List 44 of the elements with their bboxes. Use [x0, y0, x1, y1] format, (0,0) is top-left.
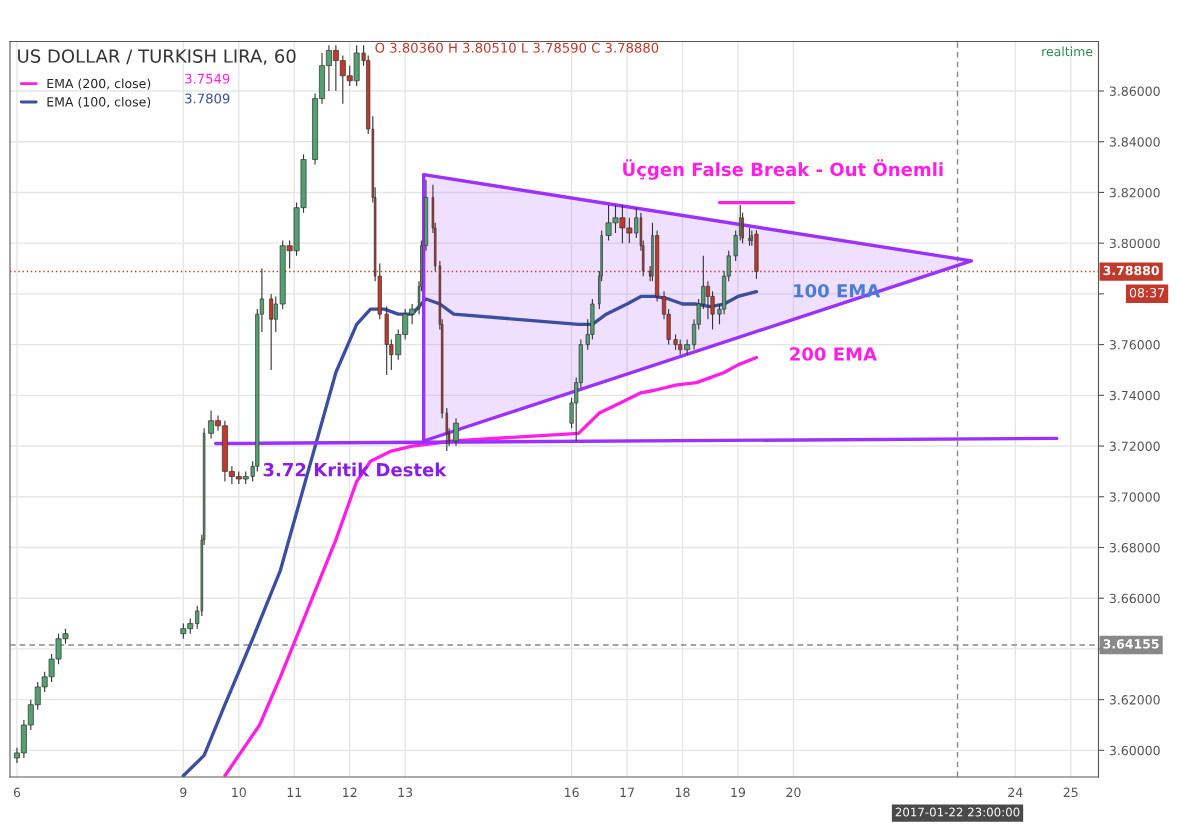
x-tick-label: 25 — [1063, 787, 1078, 798]
annotation: 100 EMA — [794, 283, 881, 298]
chart-title: US DOLLAR / TURKISH LIRA, 60 — [18, 49, 296, 65]
annotation: O 3.80360 H 3.80510 L 3.78590 C 3.78880 — [375, 42, 659, 53]
y-tick-label: 3.68000 — [1109, 542, 1160, 553]
legend-label: EMA (200, close) — [47, 78, 151, 90]
x-tick-label: 12 — [343, 787, 357, 797]
x-tick-label: 24 — [1008, 787, 1023, 797]
x-tick-label: 13 — [398, 787, 413, 798]
y-tick-label: 3.60000 — [1109, 745, 1160, 756]
y-tick-label: 3.62000 — [1109, 695, 1160, 705]
y-tick-label: 3.76000 — [1109, 340, 1160, 350]
ref-line-label: 2017-01-22 23:00:00 — [895, 807, 1020, 817]
annotation: 3.7809 — [185, 93, 230, 104]
y-tick-label: 3.80000 — [1109, 238, 1160, 249]
x-tick-label: 17 — [620, 787, 634, 797]
candlestick — [453, 417, 459, 447]
text: 08:37 — [1129, 287, 1164, 298]
x-tick-label: 11 — [287, 787, 302, 797]
annotation: 3.7549 — [185, 73, 230, 84]
ref-line-label: 3.78880 — [1103, 265, 1159, 276]
annotation: 200 EMA — [790, 347, 877, 361]
x-tick-label: 6 — [13, 787, 21, 798]
ref-line-label: 3.64155 — [1103, 639, 1159, 649]
y-tick-label: 3.72000 — [1109, 441, 1160, 451]
x-tick-label: 9 — [180, 787, 187, 798]
candlestick — [269, 293, 274, 371]
y-tick-label: 3.66000 — [1109, 593, 1160, 604]
annotation: Üçgen False Break - Out Önemli — [623, 159, 943, 180]
x-tick-label: 20 — [786, 787, 801, 798]
line-series — [223, 355, 759, 777]
candlestick — [705, 280, 711, 320]
y-tick-label: 3.70000 — [1109, 492, 1160, 502]
x-tick-label: 18 — [675, 787, 690, 798]
line-series — [181, 289, 759, 777]
x-tick-label: 19 — [731, 787, 746, 798]
legend-label: EMA (100, close) — [47, 96, 151, 109]
x-tick-label: 16 — [565, 787, 579, 798]
y-tick-label: 3.86000 — [1109, 86, 1160, 96]
x-tick-label: 10 — [232, 787, 246, 798]
y-tick-label: 3.84000 — [1109, 137, 1160, 147]
y-tick-label: 3.82000 — [1109, 187, 1160, 198]
y-tick-label: 3.74000 — [1109, 390, 1160, 401]
annotation: realtime — [1042, 46, 1093, 57]
